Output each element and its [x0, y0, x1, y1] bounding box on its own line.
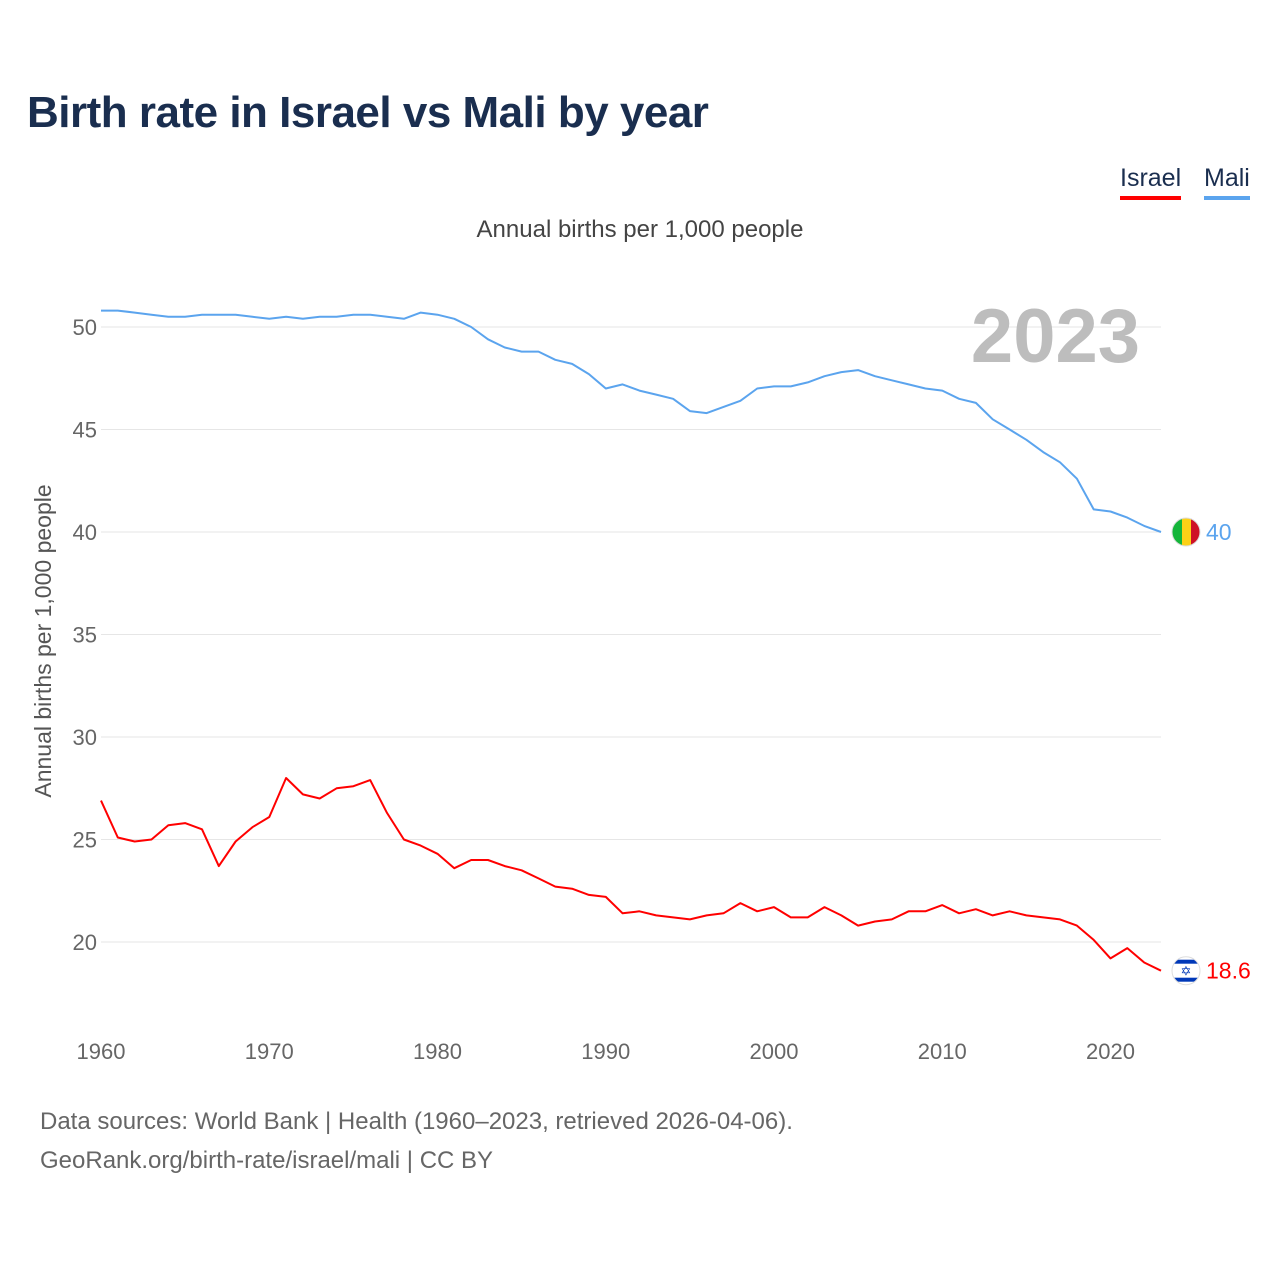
y-tick-label: 30	[73, 725, 97, 750]
y-axis-label: Annual births per 1,000 people	[30, 484, 56, 797]
y-tick-label: 50	[73, 315, 97, 340]
series-line-mali	[101, 309, 1162, 533]
y-tick-label: 20	[73, 930, 97, 955]
x-tick-label: 1980	[413, 1039, 462, 1064]
y-tick-label: 35	[73, 623, 97, 648]
chart-subtitle: Annual births per 1,000 people	[476, 216, 804, 243]
x-tick-label: 1970	[245, 1039, 294, 1064]
source-note: Data sources: World Bank | Health (1960–…	[40, 1108, 793, 1135]
mali-flag-icon	[1171, 517, 1201, 547]
y-tick-label: 40	[73, 520, 97, 545]
x-axis-ticks: 1960 1970 1980 1990 2000 2010 2020	[77, 1039, 1135, 1064]
chart-title: Birth rate in Israel vs Mali by year	[27, 88, 709, 137]
x-tick-label: 1960	[77, 1039, 126, 1064]
end-value-label-mali: 40	[1206, 519, 1232, 545]
svg-text:✡: ✡	[1181, 965, 1192, 980]
y-axis-ticks: 20 25 30 35 40 45 50	[73, 315, 97, 955]
x-tick-label: 2010	[918, 1039, 967, 1064]
year-watermark: 2023	[971, 294, 1140, 379]
israel-flag-icon: ✡	[1171, 956, 1201, 986]
end-value-label-israel: 18.6	[1206, 958, 1251, 984]
y-tick-label: 25	[73, 828, 97, 853]
x-tick-label: 2020	[1086, 1039, 1135, 1064]
gridlines	[101, 326, 1161, 943]
source-url[interactable]: GeoRank.org/birth-rate/israel/mali | CC …	[40, 1147, 494, 1174]
series-line-israel	[100, 777, 1162, 972]
legend-israel[interactable]: Israel	[1120, 164, 1182, 200]
legend-mali[interactable]: Mali	[1204, 164, 1250, 200]
x-tick-label: 2000	[750, 1039, 799, 1064]
y-tick-label: 45	[73, 418, 97, 443]
x-tick-label: 1990	[581, 1039, 630, 1064]
